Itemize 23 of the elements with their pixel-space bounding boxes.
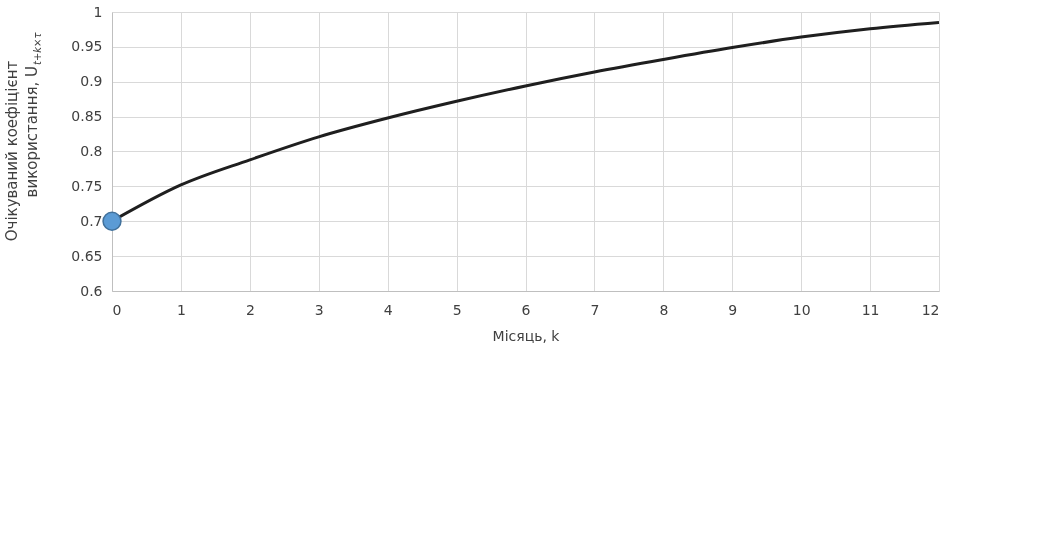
- x-tick-label: 7: [590, 301, 600, 318]
- x-tick-label: 6: [521, 301, 531, 318]
- y-tick-label: 0.9: [80, 73, 103, 90]
- y-tick-label: 0.6: [80, 282, 103, 299]
- x-tick-label: 8: [659, 301, 669, 318]
- x-tick-label: 9: [728, 301, 738, 318]
- x-tick-label: 3: [314, 301, 324, 318]
- x-tick-label: 12: [921, 301, 940, 318]
- x-axis-title: Місяць, k: [492, 327, 561, 344]
- x-tick-label: 1: [176, 301, 186, 318]
- x-tick-label: 2: [245, 301, 255, 318]
- x-tick-label: 4: [383, 301, 393, 318]
- x-tick-label: 0: [112, 301, 122, 318]
- x-tick-label: 10: [792, 301, 811, 318]
- y-tick-label: 0.8: [80, 143, 103, 159]
- x-tick-label: 11: [861, 301, 880, 318]
- y-tick-label: 1: [93, 3, 103, 20]
- x-tick-label: 5: [452, 301, 462, 318]
- y-tick-label: 0.7: [80, 212, 103, 229]
- y-tick-label: 0.85: [71, 108, 103, 125]
- y-tick-label: 0.95: [71, 38, 103, 55]
- y-tick-label: 0.65: [71, 247, 103, 264]
- y-tick-label: 0.75: [71, 177, 103, 194]
